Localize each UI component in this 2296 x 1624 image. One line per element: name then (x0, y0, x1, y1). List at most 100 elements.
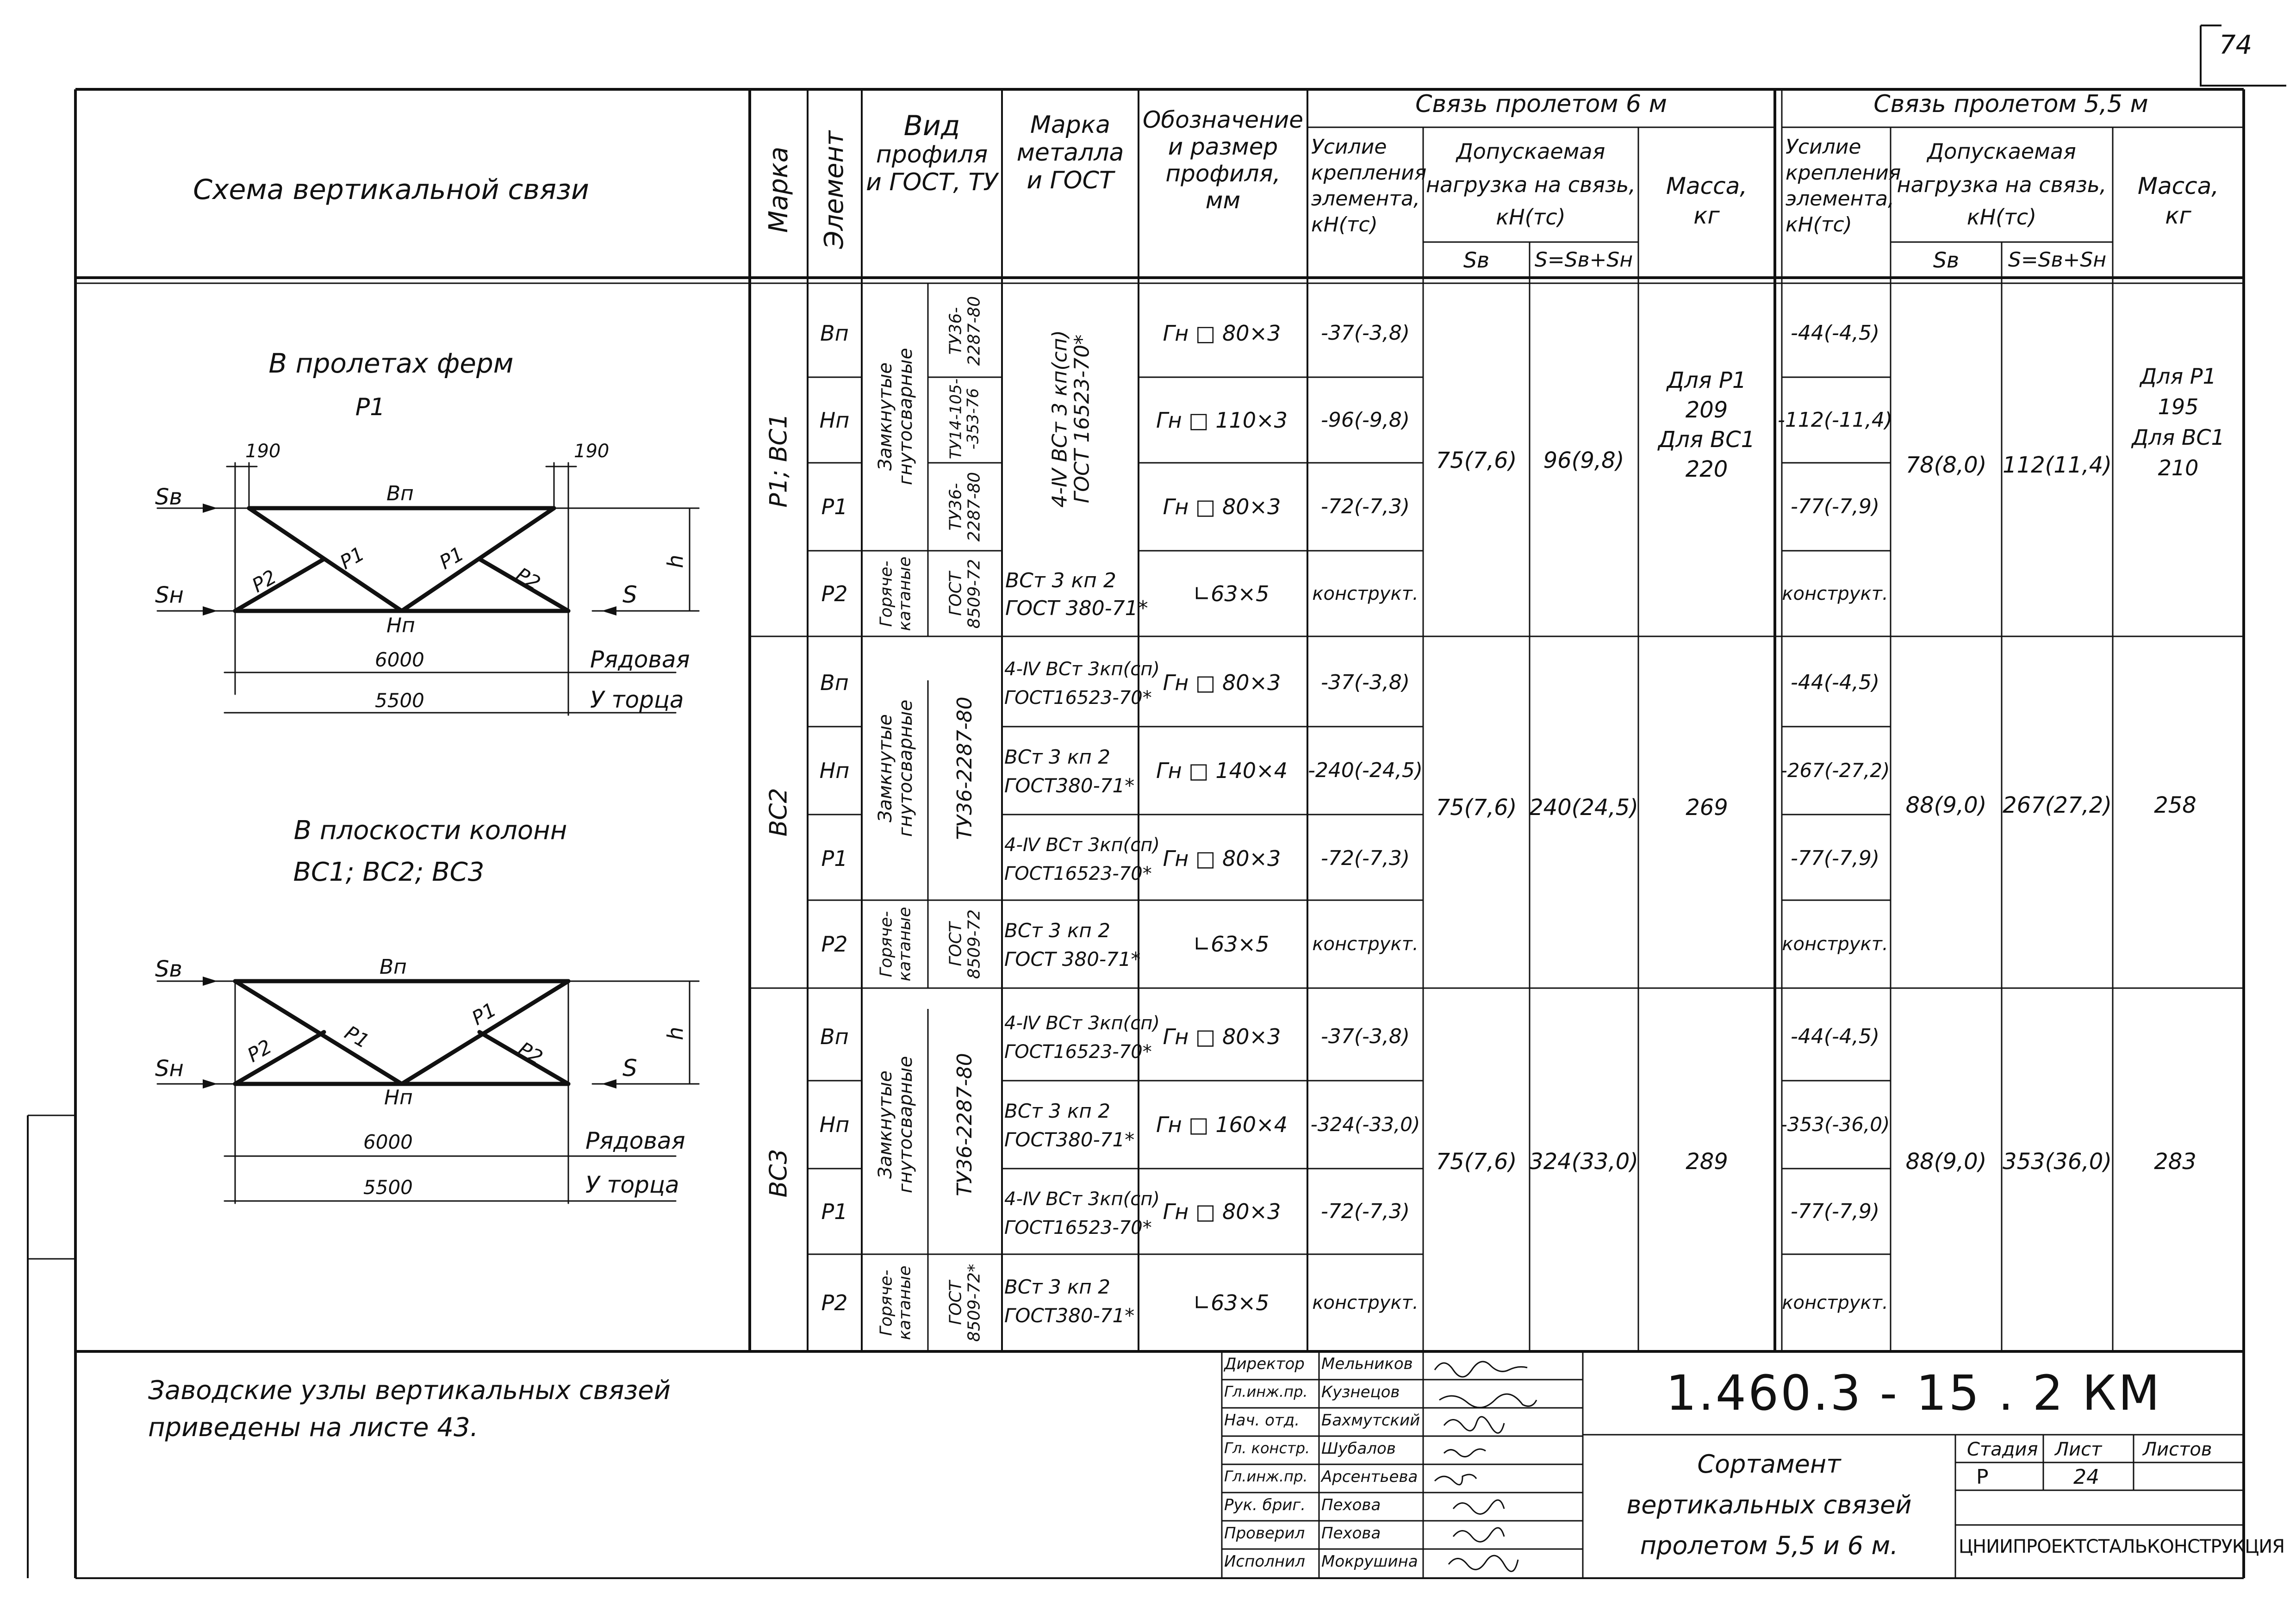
tb-role-8: Исполнил (1224, 1552, 1305, 1571)
diagram1-label-bn: Вп (386, 482, 414, 505)
diagram1-label-h: h (663, 554, 688, 568)
group2-ss6: 240(24,5) (1529, 795, 1638, 821)
tb-role-1: Директор (1224, 1355, 1305, 1373)
bracing-diagrams (156, 462, 700, 1204)
group3-f6-p1: -72(-7,3) (1320, 1200, 1410, 1223)
group2-sb55: 88(9,0) (1905, 792, 1987, 818)
tb-role-6: Рук. бриг. (1224, 1496, 1306, 1514)
group3-el-p2: Р2 (821, 1290, 848, 1315)
diagram1-bracing (233, 506, 571, 613)
group3-profile-bn: Гн □ 80×3 (1163, 1024, 1281, 1049)
group3-metal-bn: 4-Ⅳ ВСт 3кп(сп) ГОСТ16523-70* (1004, 1013, 1160, 1063)
diagram2-label-ryadovaya: Рядовая (585, 1127, 685, 1154)
group3-vid-hot: Горяче-катаные (877, 1265, 914, 1340)
group2-vid-closed: Замкнутые гнутосварные (875, 699, 916, 837)
group3-f6-bn: -37(-3,8) (1320, 1025, 1410, 1048)
group3-sb55: 88(9,0) (1905, 1149, 1987, 1175)
tb-role-5: Гл.инж.пр. (1224, 1468, 1308, 1485)
organization-name: ЦНИИПРОЕКТСТАЛЬКОНСТРУКЦИЯ (1959, 1536, 2285, 1557)
group1-f6-hn: -96(-9,8) (1320, 408, 1410, 432)
group1-el-p1: Р1 (821, 494, 848, 519)
diagram1-dim-5500: 5500 (375, 689, 424, 712)
tb-name-2: Кузнецов (1321, 1383, 1400, 1401)
diagram1-label-u-torca: У торца (590, 686, 684, 713)
tb-name-5: Арсентьева (1321, 1468, 1418, 1486)
tb-list-value: 24 (2073, 1465, 2099, 1489)
group1-f55-p1: -77(-7,9) (1790, 495, 1880, 518)
group2-ss55: 267(27,2) (2003, 792, 2112, 818)
group3-el-p1: Р1 (821, 1199, 848, 1224)
header-schema: Схема вертикальной связи (193, 174, 589, 206)
group1-f55-hn: -112(-11,4) (1777, 408, 1893, 432)
group1-f6-p1: -72(-7,3) (1320, 495, 1410, 518)
group3-f55-p1: -77(-7,9) (1790, 1200, 1880, 1223)
diagram1-label-sb: Sв (155, 484, 182, 510)
group2-marka: ВС2 (765, 788, 793, 837)
group3-sb6: 75(7,6) (1436, 1149, 1517, 1175)
tb-role-7: Проверил (1224, 1524, 1305, 1543)
group2-metal-p1: 4-Ⅳ ВСт 3кп(сп) ГОСТ16523-70* (1004, 834, 1160, 884)
group2-metal-hn: ВСт 3 кп 2 ГОСТ380-71* (1004, 746, 1135, 797)
header-ssum-6: S=Sв+Sн (1534, 248, 1633, 272)
group2-f6-bn: -37(-3,8) (1320, 671, 1410, 694)
tb-name-4: Шубалов (1321, 1439, 1396, 1458)
group1-sb55: 78(8,0) (1905, 452, 1987, 478)
tb-list-label: Лист (2055, 1439, 2102, 1460)
diagram2-dim-6000: 6000 (363, 1131, 413, 1153)
group1-el-hn: Нп (819, 408, 850, 433)
group2-gost-hot: ГОСТ 8509-72 (946, 909, 983, 979)
header-usilie-6: Усилие крепления элемента, кН(тс) (1311, 135, 1427, 236)
group2-f55-p1: -77(-7,9) (1790, 846, 1880, 870)
group3-el-hn: Нп (819, 1112, 850, 1137)
diagram1-title: В пролетах ферм (268, 348, 514, 379)
group3-tu-closed: ТУ36-2287-80 (952, 1053, 977, 1196)
header-span-6m: Связь пролетом 6 м (1415, 90, 1667, 118)
group2-metal-p2: ВСт 3 кп 2 ГОСТ 380-71* (1004, 919, 1141, 971)
group3-ss55: 353(36,0) (2003, 1149, 2112, 1175)
group1-tu-1: ТУ36- 2287-80 (946, 296, 983, 366)
group2-f6-p2: конструкт. (1312, 933, 1419, 955)
group3-f55-hn: -353(-36,0) (1780, 1113, 1890, 1136)
tb-name-3: Бахмутский (1321, 1411, 1420, 1430)
header-span-5-5m: Связь пролетом 5,5 м (1873, 90, 2148, 118)
group1-profile-p1: Гн □ 80×3 (1163, 494, 1281, 519)
group3-f6-hn: -324(-33,0) (1310, 1113, 1420, 1136)
group1-vid-hot: Горяче-катаные (877, 556, 914, 631)
group3-f6-p2: конструкт. (1312, 1292, 1419, 1313)
header-usilie-55: Усилие крепления элемента, кН(тс) (1786, 135, 1901, 236)
group1-tu-2: ТУ14-105- -353-76 (946, 378, 983, 460)
group1-profile-p2: ∟63×5 (1193, 581, 1269, 606)
group2-f6-hn: -240(-24,5) (1307, 759, 1423, 782)
diagram2-bracing (233, 979, 571, 1086)
document-code: 1.460.3 - 15 . 2 КМ (1666, 1365, 2162, 1421)
group3-profile-p2: ∟63×5 (1193, 1290, 1269, 1315)
group2-mass6: 269 (1686, 795, 1728, 821)
diagram1-dim-6000: 6000 (375, 648, 424, 671)
group1-mass6: Для Р1 209 Для ВС1 220 (1658, 367, 1755, 482)
group3-marka: ВС3 (765, 1149, 793, 1198)
group2-mass55: 258 (2154, 792, 2196, 818)
group2-el-hn: Нп (819, 758, 850, 783)
tb-stadiya-value: Р (1976, 1465, 1989, 1489)
group2-el-p1: Р1 (821, 846, 848, 871)
diagram1-subtitle: Р1 (355, 393, 386, 421)
document-title: Сортамент вертикальных связей пролетом 5… (1626, 1450, 1912, 1560)
diagram1-label-hn: Нп (386, 614, 415, 637)
tb-name-6: Пехова (1321, 1496, 1381, 1514)
group3-ss6: 324(33,0) (1529, 1149, 1638, 1175)
header-sb-55: Sв (1933, 248, 1960, 273)
group2-metal-bn: 4-Ⅳ ВСт 3кп(сп) ГОСТ16523-70* (1004, 659, 1160, 709)
header-dopusk-55: Допускаемая нагрузка на связь, кН(тс) (1897, 139, 2107, 230)
group2-el-p2: Р2 (821, 932, 848, 957)
group1-vid-closed: Замкнутые гнутосварные (875, 348, 916, 485)
group2-profile-p1: Гн □ 80×3 (1163, 846, 1281, 871)
group2-profile-p2: ∟63×5 (1193, 932, 1269, 957)
group2-f6-p1: -72(-7,3) (1320, 846, 1410, 870)
diagram1-label-sh: Sн (155, 582, 184, 608)
diagram1-dim-190-right: 190 (574, 441, 610, 462)
group2-profile-hn: Гн □ 140×4 (1156, 758, 1288, 783)
tb-name-7: Пехова (1321, 1524, 1381, 1543)
group3-metal-hn: ВСт 3 кп 2 ГОСТ380-71* (1004, 1100, 1135, 1151)
group2-f55-hn: -267(-27,2) (1780, 759, 1890, 782)
